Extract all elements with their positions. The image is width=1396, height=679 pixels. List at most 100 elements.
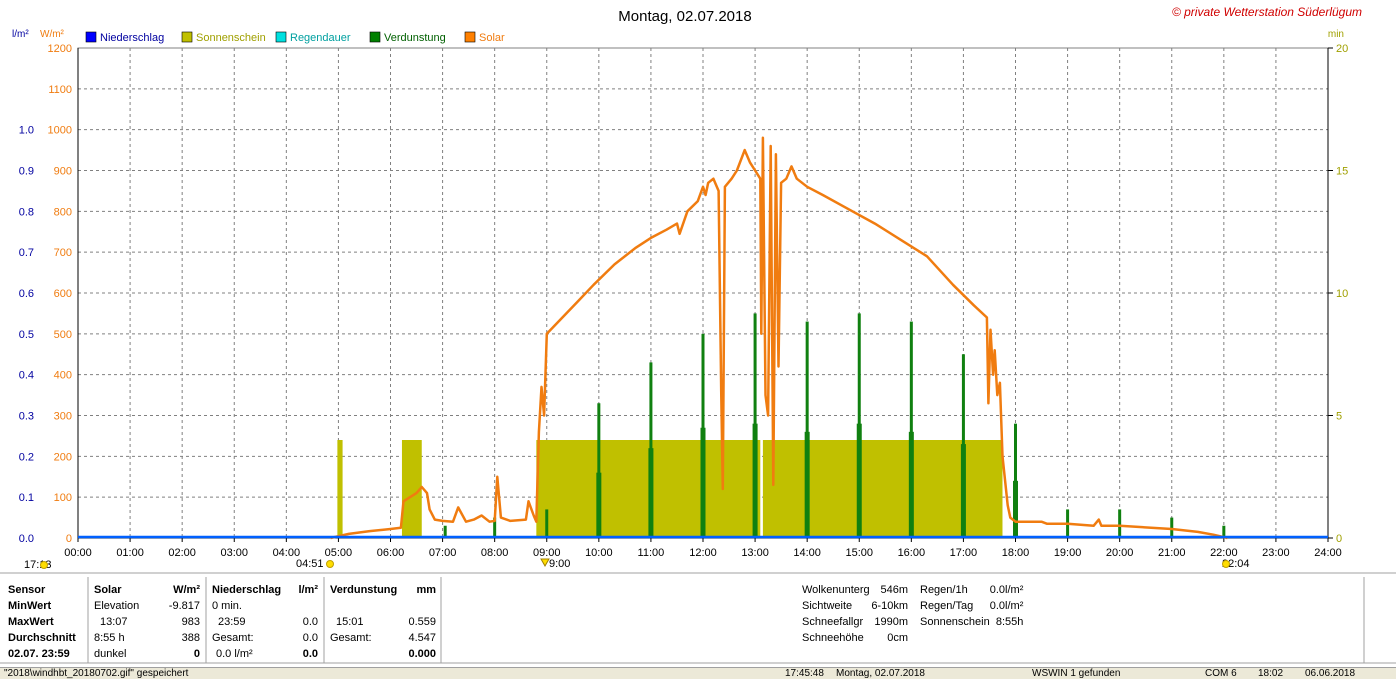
rain-max-time: 23:59	[218, 616, 246, 628]
solar-min-label: Elevation	[94, 600, 140, 612]
y-tick-rain: 0.5	[19, 329, 34, 341]
rain-1h-label: Regen/1h	[920, 584, 968, 596]
right-axis-unit: min	[1328, 29, 1344, 40]
status-time: 17:45:48	[785, 668, 824, 679]
evaporation-bar	[493, 517, 497, 538]
evaporation-bar-thick	[960, 444, 966, 538]
sunshine-bar	[337, 440, 343, 538]
page-title: Montag, 02.07.2018	[618, 8, 751, 25]
status-file: "2018\windhbt_20180702.gif" gespeichert	[4, 668, 189, 679]
rain-day-value: 0.0l/m²	[989, 600, 1024, 612]
sensor-column: Sensor MinWert MaxWert Durchschnitt 02.0…	[8, 582, 76, 662]
status-date: Montag, 02.07.2018	[836, 668, 925, 679]
evaporation-bar	[805, 321, 809, 538]
evaporation-bar	[597, 403, 601, 538]
evaporation-bar	[909, 321, 913, 538]
rain-column: Niederschlag l/m² 0 min. 23:59 0.0 Gesamt:…	[212, 582, 318, 662]
visibility-label: Sichtweite	[802, 600, 853, 612]
y-tick-solar: 800	[54, 206, 72, 218]
solar-avg-label: 8:55 h	[94, 632, 125, 644]
y-tick-right: 20	[1336, 43, 1348, 55]
x-tick-label: 03:00	[220, 547, 248, 559]
evap-total-value: 4.547	[408, 632, 436, 644]
y-tick-solar: 1000	[48, 125, 72, 137]
evap-current-value: 0.000	[408, 648, 436, 660]
moon-marker-icon	[40, 561, 48, 569]
snow-depth-value: 0cm	[887, 632, 908, 644]
sunrise-marker-icon	[326, 560, 334, 568]
x-tick-label: 13:00	[741, 547, 769, 559]
y-tick-rain: 0.0	[19, 533, 34, 545]
rain-current-label: 0.0 l/m²	[216, 648, 253, 660]
solar-header: Solar	[94, 584, 122, 596]
solar-current-value: 0	[193, 648, 200, 660]
noon-marker-icon	[540, 558, 550, 568]
evaporation-bar-thick	[804, 431, 810, 538]
x-tick-label: 12:00	[689, 547, 717, 559]
weather-column-1: Wolkenunterg 546m Sichtweite 6-10km Schnee…	[802, 582, 908, 646]
cloud-base-value: 546m	[880, 584, 908, 596]
y-tick-right: 0	[1336, 533, 1342, 545]
status-com: COM 6	[1205, 668, 1237, 679]
y-tick-solar: 1200	[48, 43, 72, 55]
y-tick-rain: 0.2	[19, 451, 34, 463]
y-tick-rain: 0.9	[19, 166, 34, 178]
x-tick-label: 00:00	[64, 547, 92, 559]
status-today: 06.06.2018	[1305, 668, 1356, 679]
solar-avg-value: 388	[181, 632, 200, 644]
current-time-label: 02.07. 23:59	[8, 648, 70, 660]
y-tick-solar: 0	[66, 533, 72, 545]
x-tick-label: 14:00	[793, 547, 821, 559]
table-grid	[0, 577, 1396, 664]
x-tick-label: 16:00	[898, 547, 926, 559]
evaporation-bar-thick	[648, 448, 654, 538]
x-tick-label: 19:00	[1054, 547, 1082, 559]
legend-label-sonnenschein: Sonnenschein	[196, 32, 266, 44]
x-tick-label: 11:00	[638, 547, 665, 559]
y-tick-solar: 200	[54, 451, 72, 463]
rain-header: Niederschlag	[212, 584, 282, 596]
sunshine-bar	[536, 440, 761, 538]
evaporation-bar-thick	[1013, 480, 1018, 538]
evap-max-time: 15:01	[336, 616, 364, 628]
rain-1h-value: 0.0l/m²	[989, 584, 1024, 596]
y-tick-solar: 900	[54, 166, 72, 178]
copyright-text: © private Wetterstation Süderlügum	[1172, 5, 1362, 19]
y-tick-rain: 0.7	[19, 247, 34, 259]
solar-max-time: 13:07	[100, 616, 128, 628]
status-clock: 18:02	[1258, 668, 1284, 679]
y-tick-solar: 600	[54, 288, 72, 300]
y-tick-solar: 300	[54, 411, 72, 423]
y-tick-rain: 0.8	[19, 206, 34, 218]
sunset-time-label: 22:04	[1222, 558, 1250, 570]
evaporation-bar	[1222, 525, 1226, 538]
solar-current-label: dunkel	[94, 648, 127, 660]
legend-swatch-solar	[464, 31, 476, 43]
legend-label-solar: Solar	[479, 32, 505, 44]
sunshine-bar	[401, 440, 422, 538]
y-tick-solar: 400	[54, 370, 72, 382]
left-axis-unit-solar: W/m²	[40, 29, 65, 40]
solar-unit: W/m²	[173, 584, 200, 596]
evap-column: Verdunstung mm 15:01 0.559 Gesamt: 4.547 0.…	[330, 582, 436, 662]
x-tick-label: 22:00	[1210, 547, 1238, 559]
minwert-label: MinWert	[8, 600, 52, 612]
y-tick-right: 15	[1336, 166, 1348, 178]
sunshine-label: Sonnenschein	[920, 616, 990, 628]
status-bar: "2018\windhbt_20180702.gif" gespeichert …	[0, 667, 1396, 679]
solar-column: Solar W/m² Elevation -9.817 13:07 983 8:55 …	[94, 582, 200, 662]
x-tick-label: 07:00	[429, 547, 457, 559]
y-tick-rain: 0.4	[19, 370, 34, 382]
evap-max-value: 0.559	[408, 616, 436, 628]
y-tick-solar: 100	[54, 492, 72, 504]
evaporation-bar	[1014, 423, 1017, 538]
maxwert-label: MaxWert	[8, 616, 54, 628]
evaporation-bar	[1118, 509, 1122, 538]
x-tick-label: 21:00	[1158, 547, 1186, 559]
x-tick-label: 18:00	[1002, 547, 1030, 559]
x-tick-label: 20:00	[1106, 547, 1134, 559]
y-tick-right: 5	[1336, 411, 1342, 423]
status-wswin: WSWIN 1 gefunden	[1032, 668, 1121, 679]
sensor-header: Sensor	[8, 584, 46, 596]
legend-swatch-niederschlag	[85, 31, 97, 43]
